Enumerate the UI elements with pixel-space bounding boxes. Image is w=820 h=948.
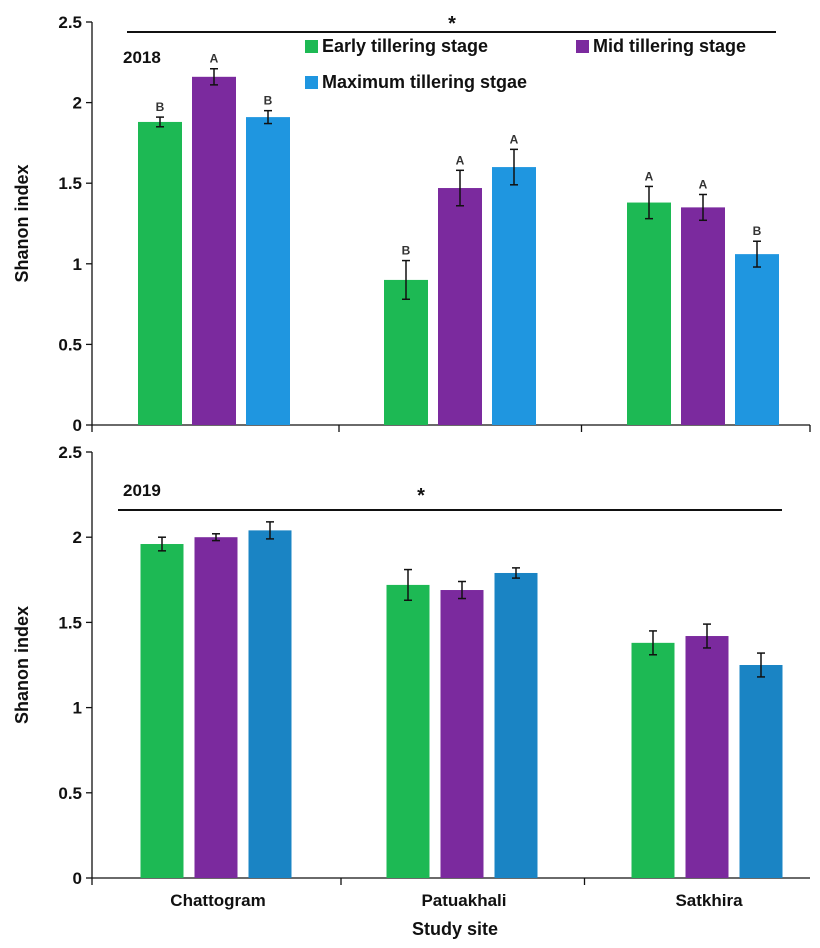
legend-swatch [305, 76, 318, 89]
legend-label: Early tillering stage [322, 36, 488, 56]
legend-label: Mid tillering stage [593, 36, 746, 56]
bar-2019-chattogram-s2 [248, 530, 292, 878]
y-tick-label: 1.5 [58, 174, 82, 193]
y-tick-label: 2.5 [58, 443, 82, 462]
significance-letter: A [699, 177, 708, 191]
significance-letter: A [510, 132, 519, 146]
bar-2019-patuakhali-s2 [494, 572, 538, 878]
y-tick-label: 2.5 [58, 13, 82, 32]
y-tick-label: 1 [73, 255, 82, 274]
x-category-label: Satkhira [675, 891, 743, 910]
significance-letter: B [402, 244, 411, 258]
bar-2019-satkhira-s2 [739, 665, 783, 878]
legend: Early tillering stage Mid tillering stage… [305, 36, 746, 92]
bar-2018-chattogram-s0 [138, 121, 182, 425]
y-tick-label: 1.5 [58, 613, 82, 632]
bar-2019-chattogram-s0 [140, 544, 184, 878]
bar-2018-patuakhali-s0 [384, 279, 428, 425]
significance-letter: B [264, 94, 273, 108]
bar-2019-satkhira-s0 [631, 642, 675, 878]
x-category-label: Patuakhali [421, 891, 506, 910]
bar-2019-patuakhali-s1 [440, 590, 484, 878]
panel-2018: 0 0.5 1 1.5 2 2.5 Shanon index B B A A A A B A B * 2018 [12, 13, 811, 435]
significance-letter: B [753, 224, 762, 238]
significance-star: * [417, 485, 425, 507]
panel-year-label: 2018 [123, 48, 161, 67]
y-tick-label: 2 [73, 94, 82, 113]
bar-2019-chattogram-s1 [194, 537, 238, 878]
bar-2018-satkhira-s2 [735, 254, 779, 425]
y-tick-label: 0.5 [58, 784, 82, 803]
significance-letter: B [156, 100, 165, 114]
bar-2018-satkhira-s0 [627, 202, 671, 425]
legend-swatch [305, 40, 318, 53]
significance-letter: A [645, 169, 654, 183]
panel-year-label: 2019 [123, 481, 161, 500]
bar-2019-patuakhali-s0 [386, 584, 430, 878]
significance-letter: A [210, 52, 219, 66]
legend-swatch [576, 40, 589, 53]
bar-2018-chattogram-s2 [246, 117, 290, 425]
bar-2018-patuakhali-s1 [438, 188, 482, 425]
bar-2018-patuakhali-s2 [492, 167, 536, 425]
y-axis-label: Shanon index [12, 164, 32, 282]
bar-2018-satkhira-s1 [681, 207, 725, 425]
bar-2018-chattogram-s1 [192, 76, 236, 426]
y-axis-label: Shanon index [12, 606, 32, 724]
y-tick-label: 0 [73, 869, 82, 888]
y-tick-label: 0.5 [58, 335, 82, 354]
y-tick-label: 1 [73, 699, 82, 718]
significance-letter: A [456, 153, 465, 167]
significance-star: * [448, 13, 456, 35]
x-category-label: Chattogram [170, 891, 265, 910]
y-tick-label: 2 [73, 528, 82, 547]
panel-2019: 0 0.5 1 1.5 2 2.5 Shanon index * 2019 Chattogram P… [12, 443, 810, 939]
x-axis-label: Study site [412, 919, 498, 939]
y-tick-label: 0 [73, 416, 82, 435]
legend-label: Maximum tillering stgae [322, 72, 527, 92]
bar-2019-satkhira-s1 [685, 636, 729, 878]
